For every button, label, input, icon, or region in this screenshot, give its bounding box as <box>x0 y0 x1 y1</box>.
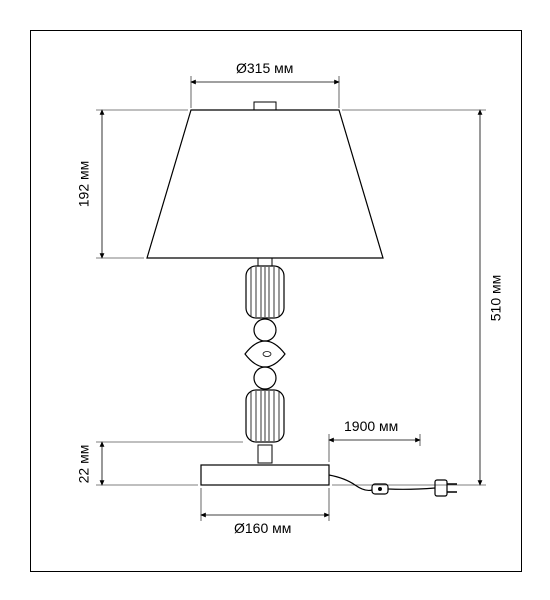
dim-base-height <box>96 442 243 485</box>
diagram-canvas: Ø315 мм 192 мм 510 мм 22 мм 1900 мм Ø160… <box>0 0 550 600</box>
dim-shade-top <box>191 76 339 108</box>
lamp-base <box>201 465 329 485</box>
label-cord-length: 1900 мм <box>344 418 398 434</box>
lamp-shade <box>147 102 383 258</box>
power-cord <box>329 475 457 496</box>
label-base-width: Ø160 мм <box>234 520 291 536</box>
dim-shade-height <box>96 110 188 258</box>
dim-cord-length <box>329 434 420 462</box>
dim-base-width <box>201 488 329 521</box>
label-shade-top: Ø315 мм <box>236 60 293 76</box>
lamp-drawing <box>0 0 550 600</box>
plug-icon <box>435 480 457 496</box>
label-base-height: 22 мм <box>75 445 91 484</box>
label-total-height: 510 мм <box>487 275 503 322</box>
lamp-stem <box>245 258 285 463</box>
label-shade-height: 192 мм <box>75 161 91 208</box>
